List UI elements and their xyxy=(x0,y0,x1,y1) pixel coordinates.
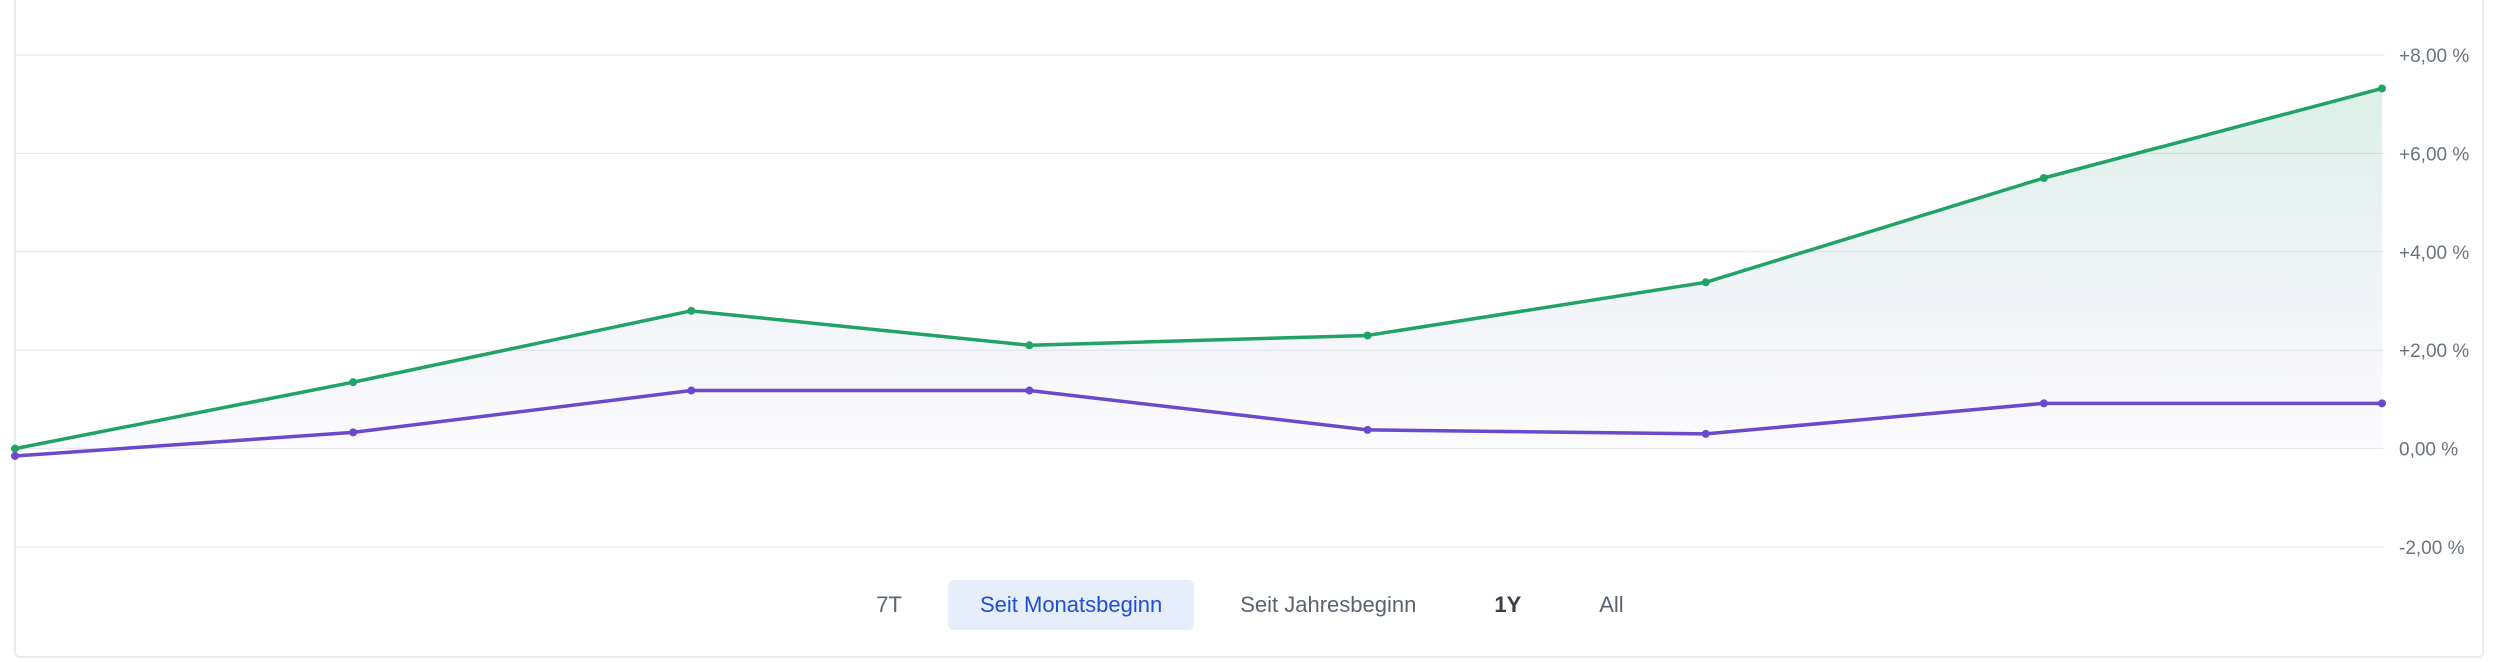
y-tick-label: +2,00 % xyxy=(2399,341,2469,362)
data-point xyxy=(11,444,19,453)
series-area xyxy=(15,88,2382,449)
series-line-2 xyxy=(13,388,2384,458)
data-point xyxy=(2039,399,2048,408)
time-range-selector: 7T Seit Monatsbeginn Seit Jahresbeginn 1… xyxy=(0,580,2500,630)
data-point xyxy=(11,451,19,460)
y-tick-label: -2,00 % xyxy=(2399,538,2465,559)
y-tick-label: +6,00 % xyxy=(2399,144,2469,165)
range-all-button[interactable]: All xyxy=(1599,592,1624,617)
y-axis-ticks: +8,00 % +6,00 % +4,00 % +2,00 % 0,00 % -2,00 … xyxy=(2399,46,2469,559)
data-point xyxy=(1025,386,1034,395)
series-lines xyxy=(13,86,2384,458)
data-point xyxy=(349,378,358,387)
data-point xyxy=(687,306,696,315)
series-points xyxy=(11,84,2386,460)
data-point xyxy=(2378,399,2386,408)
range-year-to-date-button[interactable]: Seit Jahresbeginn xyxy=(1240,592,1417,617)
data-point xyxy=(2378,84,2386,93)
data-point xyxy=(2039,174,2048,182)
y-tick-label: +8,00 % xyxy=(2399,46,2469,67)
data-point xyxy=(1701,278,1710,287)
series-line-1 xyxy=(13,86,2384,451)
data-point xyxy=(1025,341,1034,350)
data-point xyxy=(687,386,696,395)
range-7t-button[interactable]: 7T xyxy=(876,592,902,617)
data-point xyxy=(349,428,358,437)
data-point xyxy=(1363,331,1372,340)
range-1y-button[interactable]: 1Y xyxy=(1494,592,1522,617)
y-tick-label: +4,00 % xyxy=(2399,243,2469,264)
data-point xyxy=(1363,425,1372,434)
data-point xyxy=(1701,429,1710,438)
range-month-to-date-button[interactable]: Seit Monatsbeginn xyxy=(947,580,1195,630)
area-fill xyxy=(15,88,2382,449)
y-tick-label: 0,00 % xyxy=(2399,440,2458,461)
